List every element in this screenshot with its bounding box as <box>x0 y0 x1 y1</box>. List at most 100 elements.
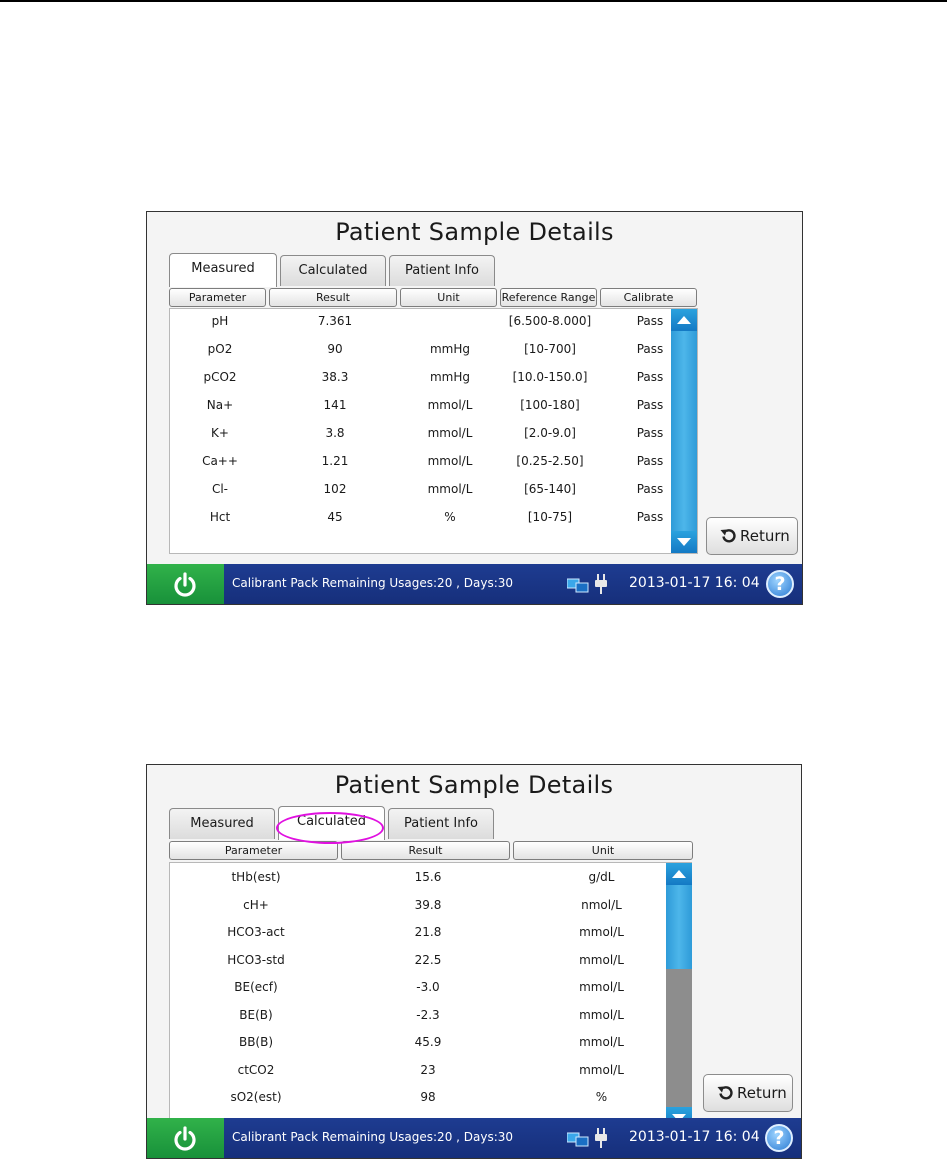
cell-unit: mmol/L <box>579 925 624 939</box>
column-header-parameter: Parameter <box>169 288 266 307</box>
cell-result: 23 <box>420 1062 436 1077</box>
cell-parameter: BE(B) <box>239 1007 273 1022</box>
network-icon <box>567 1132 589 1147</box>
cell-result: 39.8 <box>414 897 442 912</box>
cell-result: 38.3 <box>321 370 349 384</box>
cell-range: [10-700] <box>524 342 576 356</box>
scrollbar[interactable] <box>671 309 697 553</box>
column-header-parameter: Parameter <box>169 841 338 860</box>
date-time: 2013-01-17 16: 04 <box>629 575 760 591</box>
table-row: BE(B) -2.3 mmol/L <box>170 1005 691 1025</box>
power-button[interactable] <box>147 1118 224 1158</box>
tab-measured[interactable]: Measured <box>169 808 275 839</box>
cell-parameter: cH+ <box>243 897 269 912</box>
cell-calibrate: Pass <box>636 314 664 328</box>
page-title: Patient Sample Details <box>334 771 614 799</box>
help-icon[interactable]: ? <box>765 1124 793 1152</box>
cell-parameter: HCO3-act <box>227 925 285 939</box>
return-button[interactable]: Return <box>706 517 798 555</box>
cell-result: 141 <box>323 398 347 412</box>
cell-result: -2.3 <box>416 1007 440 1022</box>
cell-parameter: sO2(est) <box>230 1090 282 1104</box>
table-row: cH+ 39.8 nmol/L <box>170 895 691 915</box>
cell-range: [10.0-150.0] <box>512 370 588 384</box>
cell-result: 3.8 <box>325 426 345 440</box>
table-row: Ca++ 1.21 mmol/L [0.25-2.50] Pass <box>170 451 697 471</box>
table-row: ctCO2 23 mmol/L <box>170 1060 691 1080</box>
highlight-annotation-ellipse <box>276 812 384 844</box>
scroll-down-button[interactable] <box>671 531 697 553</box>
cell-range: [10-75] <box>527 510 573 524</box>
cell-range: [100-180] <box>520 398 580 412</box>
tab-patient-info[interactable]: Patient Info <box>388 808 494 839</box>
calculated-results-table: tHb(est) 15.6 g/dL cH+ 39.8 nmol/L HCO3-act 21.… <box>169 862 692 1130</box>
table-row: BB(B) 45.9 mmol/L <box>170 1032 691 1052</box>
table-row: HCO3-act 21.8 mmol/L <box>170 922 691 942</box>
column-header-result: Result <box>341 841 510 860</box>
table-row: tHb(est) 15.6 g/dL <box>170 867 691 887</box>
cell-calibrate: Pass <box>636 510 664 524</box>
page-top-rule <box>0 0 947 2</box>
table-row: Na+ 141 mmol/L [100-180] Pass <box>170 395 697 415</box>
cell-parameter: pH <box>211 314 229 328</box>
cell-range: [6.500-8.000] <box>508 314 592 328</box>
cell-range: [2.0-9.0] <box>524 426 576 440</box>
cell-unit: mmol/L <box>579 1007 624 1022</box>
return-button[interactable]: Return <box>703 1074 793 1112</box>
cell-unit: mmHg <box>429 342 471 356</box>
cell-unit: g/dL <box>588 870 615 884</box>
table-row: Cl- 102 mmol/L [65-140] Pass <box>170 479 697 499</box>
tab-measured[interactable]: Measured <box>169 253 277 287</box>
cell-result: -3.0 <box>416 980 440 994</box>
cell-unit: mmol/L <box>427 482 473 496</box>
tab-patient-info[interactable]: Patient Info <box>389 255 495 286</box>
tab-calculated[interactable]: Calculated <box>280 255 386 286</box>
status-bar: Calibrant Pack Remaining Usages:20 , Day… <box>147 1118 801 1158</box>
date-time: 2013-01-17 16: 04 <box>629 1129 760 1145</box>
cell-calibrate: Pass <box>636 342 664 356</box>
cell-result: 21.8 <box>414 925 442 939</box>
column-header-reference-range: Reference Range <box>500 288 597 307</box>
power-plug-icon <box>595 574 607 594</box>
scroll-up-button[interactable] <box>671 309 697 331</box>
undo-arrow-icon <box>717 1086 733 1100</box>
cell-parameter: Ca++ <box>202 454 238 468</box>
cell-result: 22.5 <box>414 952 442 967</box>
cell-calibrate: Pass <box>636 426 664 440</box>
cell-calibrate: Pass <box>636 398 664 412</box>
column-header-result: Result <box>269 288 397 307</box>
cell-result: 45 <box>327 510 343 524</box>
table-row: pCO2 38.3 mmHg [10.0-150.0] Pass <box>170 367 697 387</box>
help-icon[interactable]: ? <box>766 570 794 598</box>
table-row: pO2 90 mmHg [10-700] Pass <box>170 339 697 359</box>
cell-unit: mmol/L <box>427 426 473 440</box>
power-button[interactable] <box>147 564 224 604</box>
column-header-unit: Unit <box>400 288 497 307</box>
cell-parameter: pCO2 <box>203 370 237 384</box>
cell-parameter: Cl- <box>211 482 229 496</box>
cell-result: 90 <box>327 342 343 356</box>
cell-calibrate: Pass <box>636 482 664 496</box>
cell-parameter: tHb(est) <box>231 870 281 884</box>
cell-result: 98 <box>420 1090 436 1104</box>
calibrant-status-text: Calibrant Pack Remaining Usages:20 , Day… <box>232 1130 514 1144</box>
cell-unit: mmol/L <box>579 952 624 967</box>
cell-parameter: K+ <box>211 426 229 440</box>
scrollbar[interactable] <box>666 863 692 1129</box>
cell-result: 45.9 <box>414 1035 442 1049</box>
cell-unit: mmol/L <box>579 1035 624 1049</box>
status-bar: Calibrant Pack Remaining Usages:20 , Day… <box>147 564 802 604</box>
cell-parameter: ctCO2 <box>237 1062 275 1077</box>
table-row: sO2(est) 98% <box>170 1087 691 1107</box>
table-row: HCO3-std 22.5 mmol/L <box>170 950 691 970</box>
cell-unit: % <box>595 1090 608 1104</box>
cell-calibrate: Pass <box>636 370 664 384</box>
cell-range: [65-140] <box>524 482 576 496</box>
scroll-up-button[interactable] <box>666 863 692 885</box>
return-label: Return <box>740 527 790 545</box>
table-row: Hct 45% [10-75] Pass <box>170 507 697 527</box>
calibrant-status-text: Calibrant Pack Remaining Usages:20 , Day… <box>232 576 514 590</box>
arrow-down-icon <box>677 538 691 546</box>
scrollbar-thumb[interactable] <box>671 309 697 553</box>
cell-result: 15.6 <box>414 870 442 884</box>
